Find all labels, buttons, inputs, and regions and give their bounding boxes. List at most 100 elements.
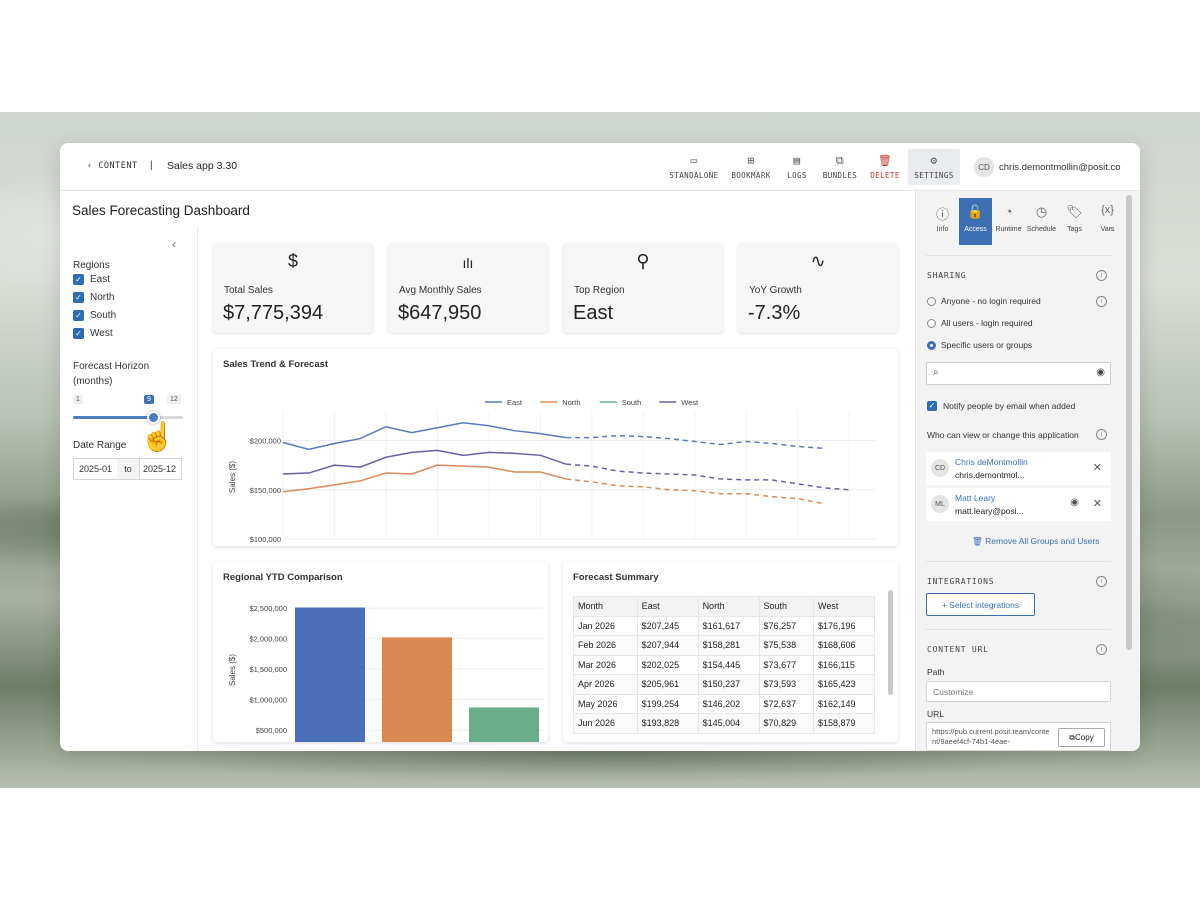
settings-button[interactable]: ⚙ SETTINGS [908, 149, 960, 185]
column-header: Month [573, 596, 638, 617]
divider [926, 629, 1111, 630]
user-name[interactable]: Matt Leary [955, 493, 996, 503]
table-cell: $176,196 [812, 615, 876, 636]
legend-label: West [681, 398, 699, 407]
slider-handle[interactable] [147, 411, 160, 424]
bookmark-button[interactable]: ⊞ BOOKMARK [728, 149, 774, 185]
divider [926, 561, 1111, 562]
legend-label: South [622, 398, 642, 407]
panel-scrollbar[interactable] [1126, 195, 1132, 650]
settings-panel: ⓘ Info 🔓 Access ◔ Runtime ◷ Schedule 🏷 Tags {… [915, 191, 1140, 751]
table-cell: $166,115 [812, 654, 876, 675]
copy-label: Copy [1075, 733, 1094, 742]
page-title: Sales Forecasting Dashboard [72, 203, 250, 218]
content-breadcrumb[interactable]: ‹ CONTENT [87, 161, 138, 171]
y-tick-label: $100,000 [250, 535, 281, 544]
check-icon: ✓ [927, 401, 937, 411]
tab-label: Schedule [1026, 226, 1057, 233]
table-cell: Mar 2026 [573, 654, 638, 675]
radio-all-users[interactable]: All users - login required [927, 318, 1033, 328]
forecast-horizon-slider[interactable] [73, 411, 183, 424]
radio-specific-users[interactable]: Specific users or groups [927, 340, 1032, 350]
standalone-button[interactable]: ▭ STANDALONE [668, 149, 720, 185]
check-icon: ✓ [73, 310, 84, 321]
column-header: South [758, 596, 814, 617]
notify-checkbox[interactable]: ✓ Notify people by email when added [927, 401, 1075, 411]
table-cell: $150,237 [697, 674, 760, 695]
user-name[interactable]: Chris deMontmollin [955, 457, 1028, 467]
table-cell: $72,637 [758, 693, 814, 714]
user-entry: ML Matt Leary matt.leary@posi... ◉ ✕ [926, 488, 1111, 521]
lock-icon: 🔓 [967, 204, 984, 219]
region-checkbox-north[interactable]: ✓ North [73, 292, 114, 303]
check-icon: ✓ [73, 274, 84, 285]
url-label: URL [927, 709, 945, 719]
user-menu[interactable]: CD chris.demontmollin@posit.co [974, 157, 1121, 177]
forecast-line-east [566, 434, 824, 450]
table-row: Mar 2026 $202,025 $154,445 $73,677 $166,115 [573, 654, 876, 675]
tab-tags[interactable]: 🏷 Tags [1058, 198, 1091, 245]
tab-runtime[interactable]: ◔ Runtime [992, 198, 1025, 245]
region-checkbox-west[interactable]: ✓ West [73, 328, 113, 339]
slider-max-label: 12 [167, 395, 181, 404]
user-search-input[interactable]: ⌕ ◉ [926, 362, 1111, 385]
eye-icon[interactable]: ◉ [1070, 497, 1079, 508]
region-label: South [90, 310, 117, 321]
regional-ytd-chart: $2,500,000 $2,000,000 $1,500,000 $1,000,000… [228, 604, 543, 742]
url-field[interactable]: https://pub.current.posit.team/content/9… [926, 722, 1111, 751]
tab-vars[interactable]: {x} Vars [1091, 198, 1124, 245]
region-checkbox-east[interactable]: ✓ East [73, 274, 110, 285]
slider-fill [73, 416, 153, 419]
kpi-label: YoY Growth [749, 285, 802, 296]
table-row: Apr 2026 $205,961 $150,237 $73,593 $165,423 [573, 674, 876, 695]
table-cell: Jun 2026 [573, 713, 638, 734]
slider-min-label: 1 [73, 395, 83, 404]
tab-info[interactable]: ⓘ Info [926, 198, 959, 245]
trash-icon: 🗑 [877, 154, 893, 167]
info-icon[interactable]: i [1096, 270, 1107, 281]
eye-icon[interactable]: ◉ [1096, 367, 1105, 378]
notify-label: Notify people by email when added [943, 401, 1076, 411]
forecast-summary-card: Forecast Summary Month East North South … [563, 562, 898, 742]
remove-user-icon[interactable]: ✕ [1092, 498, 1102, 510]
tab-access[interactable]: 🔓 Access [959, 198, 992, 245]
forecast-table: Month East North South West Jan 2026 $207… [573, 596, 876, 734]
y-tick-label: $2,000,000 [249, 635, 287, 644]
card-title: Forecast Summary [573, 572, 659, 583]
date-to-input[interactable]: 2025-12 [139, 458, 182, 480]
info-icon[interactable]: i [1096, 429, 1107, 440]
path-input[interactable] [926, 681, 1111, 702]
regional-ytd-card: Regional YTD Comparison $2,500,000 $2,000… [213, 562, 548, 742]
delete-button[interactable]: 🗑 DELETE [866, 149, 904, 185]
tag-icon: 🏷 [1066, 204, 1083, 219]
gear-icon: ⚙ [930, 154, 938, 167]
select-integrations-button[interactable]: + Select integrations [926, 593, 1035, 616]
radio-anyone[interactable]: Anyone - no login required [927, 296, 1041, 306]
copy-button[interactable]: ⧉ Copy [1058, 728, 1105, 747]
logs-button[interactable]: ▤ LOGS [782, 149, 812, 185]
tab-schedule[interactable]: ◷ Schedule [1025, 198, 1058, 245]
regions-label: Regions [73, 260, 110, 271]
bundles-button[interactable]: ⧉ BUNDLES [820, 149, 860, 185]
avatar: CD [931, 459, 949, 477]
date-range-label: Date Range [73, 440, 127, 451]
kpi-value: -7.3% [748, 302, 801, 324]
date-from-input[interactable]: 2025-01 [73, 458, 118, 480]
kpi-label: Total Sales [224, 285, 273, 296]
collapse-sidebar-icon[interactable]: ‹ [172, 237, 176, 251]
info-icon[interactable]: i [1096, 644, 1107, 655]
user-email: matt.leary@posi... [955, 506, 1024, 516]
remove-all-link[interactable]: 🗑 Remove All Groups and Users [972, 536, 1099, 547]
tab-label: Access [964, 226, 987, 233]
region-checkbox-south[interactable]: ✓ South [73, 310, 116, 321]
table-row: Jan 2026 $207,245 $161,617 $76,257 $176,196 [573, 615, 876, 636]
sales-trend-card: Sales Trend & Forecast $200,000 $150,000 $… [213, 349, 898, 546]
info-icon[interactable]: i [1096, 296, 1107, 307]
y-tick-label: $2,500,000 [249, 604, 287, 613]
remove-user-icon[interactable]: ✕ [1092, 462, 1102, 474]
table-cell: Feb 2026 [573, 635, 638, 656]
table-scrollbar[interactable] [888, 590, 893, 695]
card-title: Sales Trend & Forecast [223, 359, 329, 370]
info-icon[interactable]: i [1096, 576, 1107, 587]
y-tick-label: $150,000 [250, 486, 281, 495]
